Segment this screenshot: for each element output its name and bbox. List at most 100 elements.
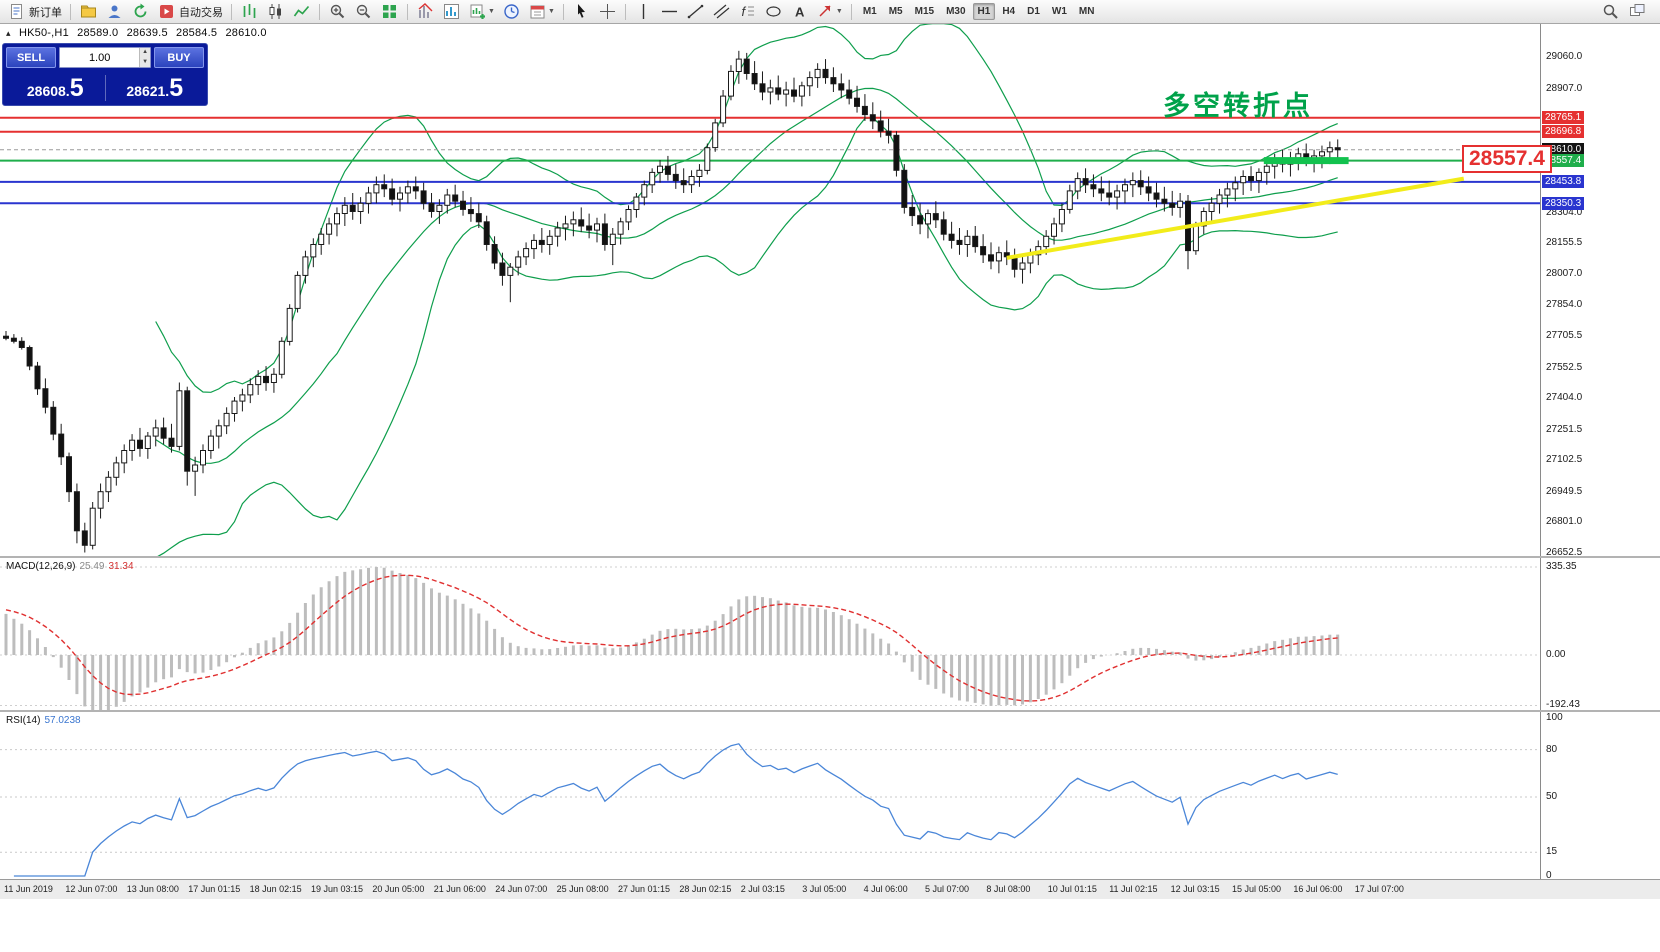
candlestick-chart-icon[interactable] bbox=[263, 2, 288, 22]
toolbar-separator bbox=[850, 3, 852, 20]
auto-scroll-icon-glyph bbox=[502, 3, 521, 21]
volume-up-button[interactable]: ▲ bbox=[140, 48, 150, 58]
timeframe-w1[interactable]: W1 bbox=[1051, 6, 1067, 17]
timeframe-m15[interactable]: M15 bbox=[914, 6, 935, 17]
rsi-pane-divider[interactable] bbox=[0, 710, 1660, 712]
time-axis-label: 27 Jun 01:15 bbox=[618, 884, 671, 894]
autotrade-button[interactable]: 自动交易 bbox=[154, 2, 226, 22]
fibonacci-icon[interactable]: f bbox=[735, 2, 760, 22]
new-order-button-label: 新订单 bbox=[29, 6, 62, 19]
timeframe-toolbar: M1 M5 M15 M30 H1 H4 D1 W1 MN bbox=[857, 3, 1101, 20]
macd-canvas[interactable] bbox=[0, 558, 1540, 712]
arrow-objects-icon[interactable]: ▼ bbox=[813, 2, 846, 22]
price-axis-label: 27251.5 bbox=[1546, 423, 1583, 435]
trade-panel-toggle-icon[interactable]: ▴ bbox=[6, 28, 11, 38]
low-value: 28584.5 bbox=[176, 27, 218, 39]
sell-button[interactable]: SELL bbox=[6, 47, 56, 68]
zoom-in-icon[interactable] bbox=[325, 2, 350, 22]
price-axis-tag: 28350.3 bbox=[1542, 196, 1585, 210]
timeframe-m30[interactable]: M30 bbox=[946, 6, 966, 17]
macd-name: MACD(12,26,9) bbox=[6, 561, 76, 572]
time-axis[interactable]: 11 Jun 2019 12 Jun 07:00 13 Jun 08:00 17 Ju… bbox=[0, 879, 1660, 899]
crosshair-icon-glyph bbox=[598, 3, 617, 21]
price-chart-pane[interactable] bbox=[0, 24, 1540, 558]
price-callout-label[interactable]: 28557.4 bbox=[1462, 145, 1552, 173]
refresh-icon[interactable] bbox=[128, 2, 153, 22]
new-chart-glyph bbox=[468, 3, 487, 21]
time-axis-label: 20 Jun 05:00 bbox=[372, 884, 425, 894]
timeframe-h1[interactable]: H1 bbox=[972, 3, 996, 20]
price-axis-tag: 28765.1 bbox=[1542, 111, 1585, 125]
horizontal-line-icon[interactable] bbox=[657, 2, 682, 22]
dropdown-caret-icon[interactable]: ▼ bbox=[835, 8, 843, 15]
text-label-icon[interactable]: A bbox=[787, 2, 812, 22]
tile-windows-icon[interactable] bbox=[377, 2, 402, 22]
price-axis[interactable]: 29060.0 28907.0 28304.0 28155.5 28007.0 27854… bbox=[1540, 24, 1660, 881]
channel-icon[interactable] bbox=[709, 2, 734, 22]
indicator-window-icon[interactable] bbox=[439, 2, 464, 22]
bollinger-lower bbox=[155, 117, 1338, 558]
macd-pane[interactable] bbox=[0, 558, 1540, 712]
timeframe-h4[interactable]: H4 bbox=[1002, 6, 1016, 17]
price-divider bbox=[104, 75, 106, 101]
timeframe-m5[interactable]: M5 bbox=[888, 6, 903, 17]
close-value: 28610.0 bbox=[225, 27, 267, 39]
timeframe-d1[interactable]: D1 bbox=[1027, 6, 1040, 17]
volume-down-button[interactable]: ▼ bbox=[140, 57, 150, 67]
turning-point-annotation[interactable]: 多空转折点 bbox=[1163, 91, 1313, 121]
rsi-pane[interactable] bbox=[0, 712, 1540, 879]
price-axis-label: 27552.5 bbox=[1546, 361, 1583, 373]
timeframe-m1[interactable]: M1 bbox=[862, 6, 877, 17]
rsi-canvas[interactable] bbox=[0, 712, 1540, 879]
price-axis-label: 28907.0 bbox=[1546, 82, 1583, 94]
yellow-trendline[interactable] bbox=[1006, 176, 1465, 260]
bollinger-middle bbox=[155, 87, 1338, 464]
auto-scroll-icon[interactable] bbox=[499, 2, 524, 22]
indicators-icon[interactable] bbox=[413, 2, 438, 22]
time-axis-label: 24 Jun 07:00 bbox=[495, 884, 548, 894]
support-highlight[interactable] bbox=[1263, 157, 1349, 165]
zoom-out-icon[interactable] bbox=[351, 2, 376, 22]
workspace-icon-glyph bbox=[79, 3, 98, 21]
trendline-icon[interactable] bbox=[683, 2, 708, 22]
dropdown-caret-icon[interactable]: ▼ bbox=[547, 8, 555, 15]
line-chart-icon[interactable] bbox=[289, 2, 314, 22]
search-icon[interactable] bbox=[1598, 2, 1623, 22]
indicators-icon-glyph bbox=[416, 3, 435, 21]
price-axis-label: 27404.0 bbox=[1546, 392, 1583, 404]
bar-chart-icon[interactable] bbox=[237, 2, 262, 22]
windows-icon-glyph bbox=[1628, 3, 1647, 21]
dropdown-caret-icon[interactable]: ▼ bbox=[488, 8, 495, 15]
buy-button[interactable]: BUY bbox=[154, 47, 204, 68]
zoom-out-icon-glyph bbox=[354, 3, 373, 21]
sell-price[interactable]: 28608.5 bbox=[26, 74, 84, 102]
macd-pane-divider[interactable] bbox=[0, 556, 1660, 558]
crosshair-icon[interactable] bbox=[595, 2, 620, 22]
toolbar-separator bbox=[70, 3, 71, 20]
shapes-icon[interactable] bbox=[761, 2, 786, 22]
new-order-button[interactable]: 新订单 bbox=[4, 2, 65, 22]
rsi-label: RSI(14) 57.0238 bbox=[6, 715, 85, 726]
workspace-icon[interactable] bbox=[76, 2, 101, 22]
cursor-icon[interactable] bbox=[569, 2, 594, 22]
high-value: 28639.5 bbox=[126, 27, 168, 39]
channel-icon-glyph bbox=[712, 3, 731, 21]
price-chart-canvas[interactable] bbox=[0, 24, 1540, 558]
calendar-icon[interactable]: ▼ bbox=[525, 2, 558, 22]
rsi-axis-label: 50 bbox=[1546, 791, 1558, 802]
time-axis-label: 13 Jun 08:00 bbox=[126, 884, 179, 894]
profile-icon-glyph bbox=[105, 3, 124, 21]
timeframe-mn[interactable]: MN bbox=[1078, 6, 1095, 17]
macd-signal-value: 31.34 bbox=[108, 561, 134, 572]
ohlc-info-line: ▴ HK50-,H1 28589.0 28639.5 28584.5 28610… bbox=[6, 27, 272, 39]
windows-icon[interactable] bbox=[1625, 2, 1650, 22]
trade-panel: SELL ▲ ▼ BUY 28608.5 28621.5 bbox=[2, 43, 208, 106]
volume-input[interactable] bbox=[60, 48, 140, 67]
buy-price[interactable]: 28621.5 bbox=[126, 74, 184, 102]
time-axis-label: 21 Jun 06:00 bbox=[433, 884, 486, 894]
vertical-line-icon[interactable] bbox=[631, 2, 656, 22]
time-axis-label: 10 Jul 01:15 bbox=[1047, 884, 1097, 894]
profile-icon[interactable] bbox=[102, 2, 127, 22]
time-axis-label: 8 Jul 08:00 bbox=[986, 884, 1031, 894]
new-chart-button[interactable]: ▼ bbox=[465, 2, 498, 22]
